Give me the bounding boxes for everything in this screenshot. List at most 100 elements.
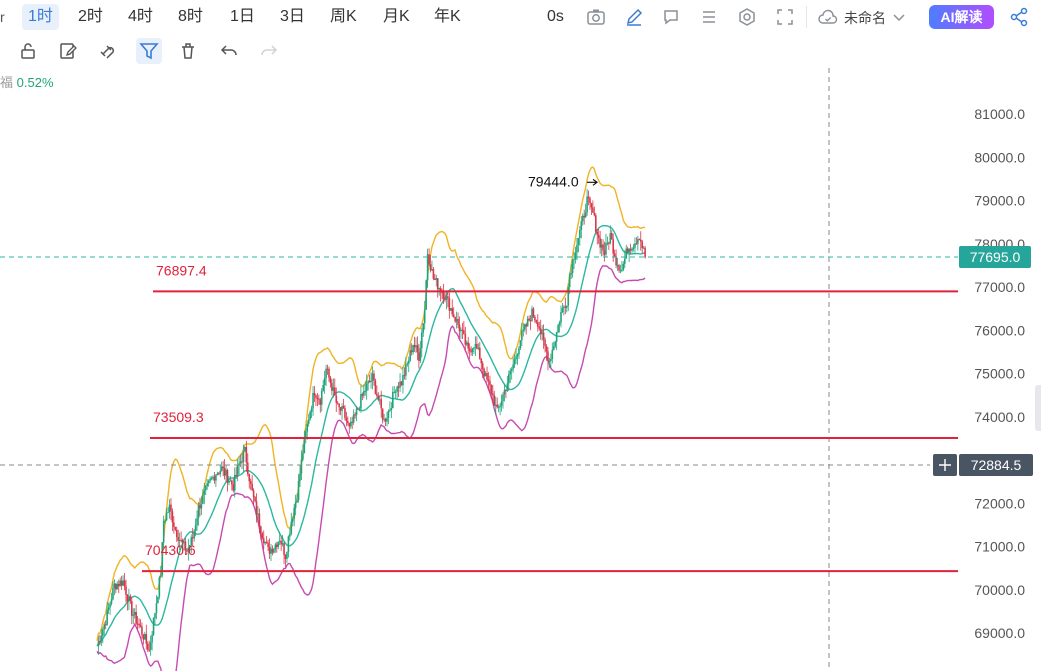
- candle-body: [248, 473, 251, 482]
- candle-body: [309, 411, 311, 420]
- filter-icon[interactable]: [136, 38, 162, 64]
- trash-icon[interactable]: [177, 40, 199, 62]
- y-tick-label: 74000.0: [974, 409, 1025, 425]
- candle-body: [181, 540, 184, 543]
- candle-body: [393, 391, 396, 393]
- candle-body: [225, 470, 227, 476]
- candle-body: [479, 347, 481, 359]
- candle-body: [371, 373, 374, 381]
- candle-body: [642, 247, 645, 249]
- interval-tab[interactable]: 1日: [230, 8, 255, 25]
- candle-body: [342, 406, 345, 409]
- candle-body: [100, 635, 103, 642]
- candle-body: [510, 368, 513, 371]
- crosshair-price-tag: [959, 453, 1033, 476]
- comment-icon[interactable]: [660, 6, 682, 28]
- candle-body: [512, 364, 514, 369]
- candle-body: [431, 269, 433, 271]
- interval-tab[interactable]: 周K: [330, 8, 357, 25]
- candle-body: [347, 421, 349, 424]
- candle-body: [349, 421, 352, 427]
- candle-body: [625, 248, 628, 259]
- candle-body: [644, 247, 646, 258]
- candle-body: [624, 258, 626, 264]
- candle-body: [277, 541, 280, 548]
- candle-body: [492, 393, 494, 396]
- candle-body: [112, 588, 114, 600]
- list-icon[interactable]: [698, 6, 720, 28]
- candle-body: [110, 599, 113, 604]
- candle-body: [267, 542, 269, 547]
- side-panel-handle[interactable]: [1035, 385, 1041, 431]
- pencil-icon[interactable]: [623, 6, 645, 28]
- candle-body: [218, 473, 220, 475]
- candle-body: [522, 329, 525, 331]
- candle-body: [117, 583, 120, 587]
- interval-tab[interactable]: 2时: [78, 8, 103, 25]
- candle-body: [426, 254, 429, 281]
- candle-body: [168, 504, 171, 512]
- candle-body: [106, 609, 108, 625]
- candle-body: [189, 545, 191, 548]
- settings-icon[interactable]: [736, 6, 758, 28]
- candle-body: [358, 408, 361, 410]
- candle-body: [199, 504, 201, 509]
- candle-body: [271, 548, 274, 553]
- fullscreen-icon[interactable]: [774, 6, 796, 28]
- candle-body: [476, 343, 478, 349]
- candle-body: [364, 390, 367, 392]
- interval-tab[interactable]: 1时: [22, 4, 59, 30]
- candle-body: [600, 244, 603, 248]
- candle-body: [357, 408, 359, 410]
- candle-body: [610, 233, 613, 240]
- candle-body: [171, 511, 174, 523]
- candle-body: [216, 473, 219, 475]
- candle-body: [355, 408, 358, 416]
- candle-body: [331, 383, 333, 391]
- candle-body: [378, 399, 381, 401]
- candle-body: [450, 308, 452, 311]
- candle-body: [157, 596, 159, 604]
- candle-body: [131, 601, 133, 616]
- layout-name[interactable]: 未命名: [844, 10, 886, 26]
- candle-body: [535, 320, 538, 323]
- candle-body: [119, 580, 121, 587]
- candlestick-chart[interactable]: 81000.080000.079000.078000.077000.076000…: [0, 68, 1041, 671]
- interval-tab[interactable]: 4时: [128, 8, 153, 25]
- candle-body: [336, 402, 339, 404]
- camera-icon[interactable]: [585, 6, 607, 28]
- candle-body: [148, 649, 150, 651]
- candle-body: [151, 634, 153, 643]
- chevron-down-icon[interactable]: [890, 8, 908, 26]
- candle-body: [465, 342, 468, 345]
- share-icon[interactable]: [1008, 6, 1030, 28]
- interval-tab[interactable]: 3日: [280, 8, 305, 25]
- y-tick-label: 69000.0: [974, 625, 1025, 641]
- candle-body: [238, 463, 240, 466]
- interval-tab[interactable]: 8时: [178, 8, 203, 25]
- candle-body: [162, 520, 165, 543]
- menu-edge-icon[interactable]: r: [0, 6, 6, 28]
- cloud-check-icon: [818, 8, 838, 28]
- candle-body: [534, 316, 536, 321]
- interval-tab[interactable]: 月K: [383, 8, 410, 25]
- y-tick-label: 79000.0: [974, 193, 1025, 209]
- undo-icon[interactable]: [218, 40, 240, 62]
- candle-body: [619, 270, 622, 272]
- interval-tab[interactable]: 年K: [434, 8, 461, 25]
- candle-body: [532, 308, 535, 317]
- lock-icon[interactable]: [17, 40, 39, 62]
- ai-analysis-button[interactable]: AI解读: [929, 5, 994, 29]
- candle-body: [389, 410, 391, 412]
- candle-body: [97, 640, 100, 647]
- edit-drawing-icon[interactable]: [57, 40, 79, 62]
- change-value: 0.52%: [16, 75, 54, 90]
- magnet-icon[interactable]: [97, 40, 119, 62]
- candle-body: [202, 494, 204, 504]
- candle-body: [273, 548, 275, 553]
- y-tick-label: 70000.0: [974, 582, 1025, 598]
- candle-body: [149, 642, 152, 650]
- candle-body: [457, 318, 459, 325]
- candle-body: [133, 612, 136, 615]
- candle-body: [300, 459, 303, 474]
